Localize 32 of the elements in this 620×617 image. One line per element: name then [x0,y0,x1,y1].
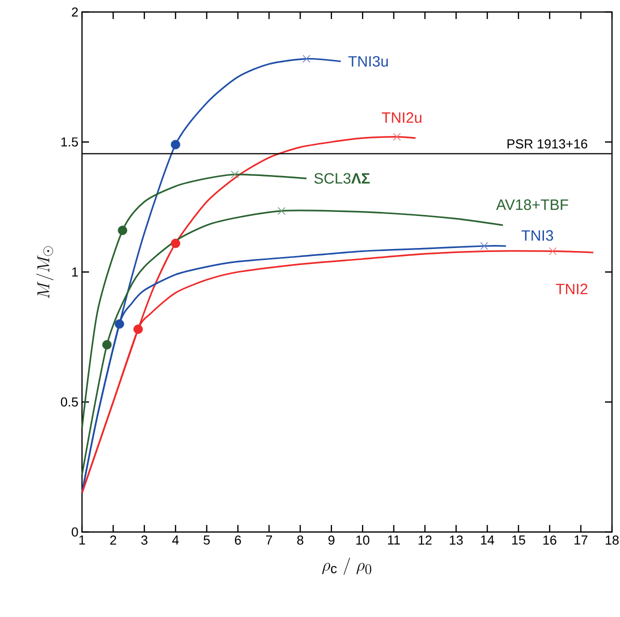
x-tick-label: 4 [172,536,179,544]
y-tick-label: 0.5 [60,397,78,407]
series-label: TNI2u [382,112,422,123]
series-label: TNI3 [522,230,554,241]
x-tick-label: 12 [418,536,432,545]
x-tick-label: 15 [512,536,526,545]
series-label: SCL3ΛΣ [314,173,370,184]
series-label: TNI3u [348,56,388,67]
x-tick-label: 13 [450,536,463,545]
x-tick-label: 14 [481,536,494,544]
x-tick-label: 17 [574,536,588,544]
y-axis-title: $M/M_{\odot}$ [36,246,54,298]
y-tick-label: 1 [72,268,78,276]
series-label: AV18+TBF [496,199,568,210]
x-tick-label: 9 [328,536,334,545]
x-tick-label: 1 [79,536,85,544]
ref-line-label: PSR 1913+16 [508,139,588,148]
x-tick-label: 10 [356,536,370,545]
text: TNI2 [556,284,588,294]
x-tick-label: 16 [543,536,556,545]
y-tick-label: 0 [72,527,78,537]
x-tick-label: 6 [234,536,241,545]
x-tick-label: 7 [266,536,272,544]
x-tick-label: 11 [388,536,400,544]
x-tick-label: 5 [204,536,210,545]
x-tick-label: 2 [110,536,116,545]
x-tick-label: 3 [141,536,148,545]
y-tick-label: 2 [72,7,78,17]
x-axis-title: $\rho_{\mathrm{c}}\ /\ \rho_{0}$ [322,558,372,575]
x-tick-label: 8 [297,536,304,545]
x-tick-label: 18 [606,536,619,545]
y-tick-label: 1.5 [61,137,78,147]
